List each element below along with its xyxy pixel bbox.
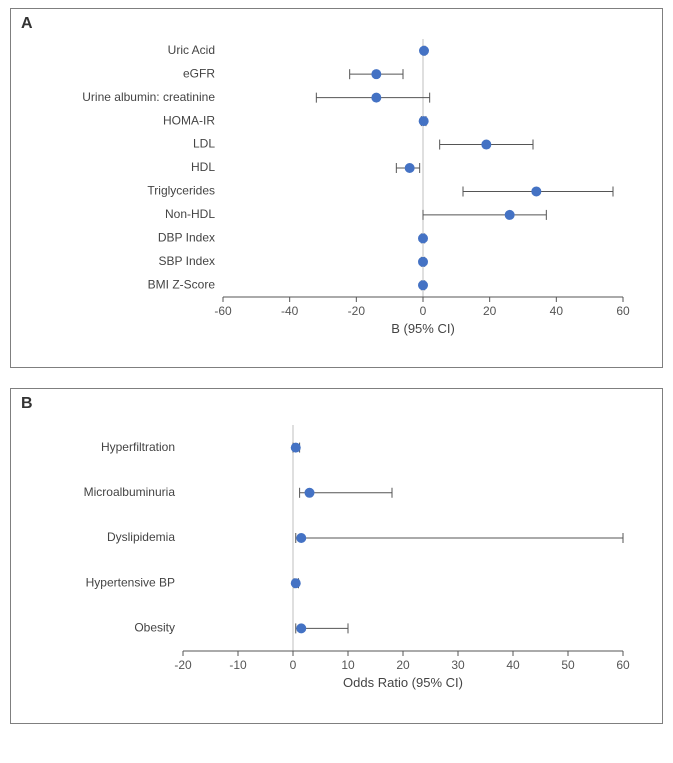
point-marker (418, 257, 428, 267)
row-label: Obesity (134, 621, 175, 635)
svg-text:B (95% CI): B (95% CI) (391, 321, 455, 336)
svg-text:60: 60 (616, 658, 630, 672)
panel-b-letter: B (21, 395, 33, 413)
point-marker (296, 623, 306, 633)
svg-text:10: 10 (341, 658, 355, 672)
svg-text:0: 0 (290, 658, 297, 672)
panel-a: A -60 -40 -20 0 20 40 60 B (95% CI) Uric Acid eGF… (10, 8, 663, 368)
svg-text:20: 20 (396, 658, 410, 672)
row-label: Uric Acid (168, 43, 215, 57)
row-label: Hyperfiltration (101, 440, 175, 454)
forest-plot-b: -20 -10 0 10 20 30 40 50 60 Odds Ratio (95% CI) Hy… (23, 397, 643, 707)
svg-text:30: 30 (451, 658, 465, 672)
svg-text:0: 0 (420, 304, 427, 318)
svg-text:-20: -20 (348, 304, 366, 318)
forest-plot-a: -60 -40 -20 0 20 40 60 B (95% CI) Uric Acid eGFR U… (23, 17, 643, 347)
row-label: LDL (193, 137, 215, 151)
point-marker (291, 443, 301, 453)
svg-text:60: 60 (616, 304, 630, 318)
svg-text:Odds Ratio (95% CI): Odds Ratio (95% CI) (343, 675, 463, 690)
point-marker (405, 163, 415, 173)
svg-text:-20: -20 (174, 658, 192, 672)
svg-text:-60: -60 (214, 304, 232, 318)
row-label: SBP Index (159, 254, 215, 268)
panel-a-letter: A (21, 15, 33, 33)
row-label: Microalbuminuria (84, 485, 176, 499)
row-label: DBP Index (158, 231, 215, 245)
point-marker (291, 578, 301, 588)
svg-text:20: 20 (483, 304, 497, 318)
point-marker (371, 69, 381, 79)
svg-text:40: 40 (506, 658, 520, 672)
row-label: BMI Z-Score (148, 277, 216, 291)
point-marker (296, 533, 306, 543)
point-marker (371, 93, 381, 103)
point-marker (531, 186, 541, 196)
point-marker (418, 280, 428, 290)
row-label: Urine albumin: creatinine (82, 90, 215, 104)
svg-text:40: 40 (550, 304, 564, 318)
panel-b: B -20 -10 0 10 20 30 40 50 60 Odds Ratio (95% CI)… (10, 388, 663, 724)
point-marker (418, 233, 428, 243)
row-label: HOMA-IR (163, 113, 215, 127)
point-marker (419, 46, 429, 56)
svg-text:-40: -40 (281, 304, 299, 318)
svg-text:-10: -10 (229, 658, 247, 672)
point-marker (305, 488, 315, 498)
row-label: eGFR (183, 66, 215, 80)
row-label: Dyslipidemia (107, 530, 175, 544)
row-label: Hypertensive BP (86, 575, 175, 589)
point-marker (481, 140, 491, 150)
svg-text:50: 50 (561, 658, 575, 672)
row-label: Triglycerides (147, 184, 215, 198)
point-marker (505, 210, 515, 220)
row-label: HDL (191, 160, 215, 174)
point-marker (419, 116, 429, 126)
row-label: Non-HDL (165, 207, 215, 221)
